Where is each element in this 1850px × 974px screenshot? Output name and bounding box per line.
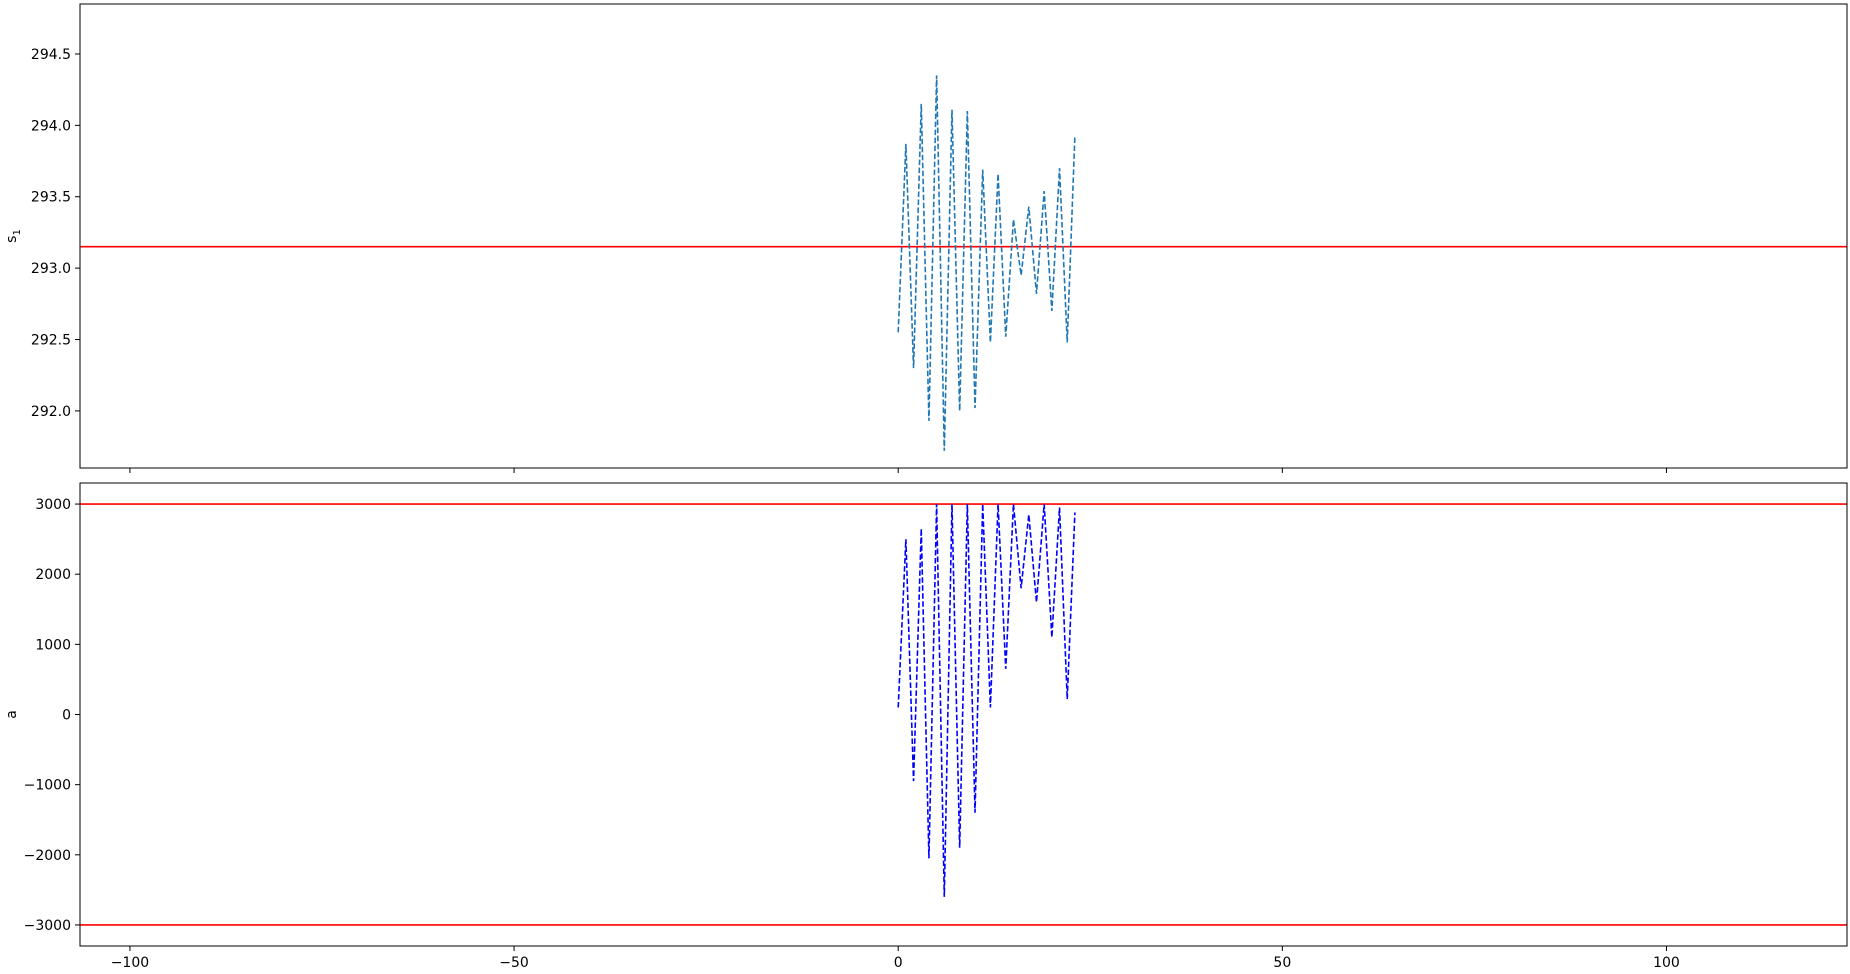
chart-1-y-tick-label-1: −2000 — [24, 848, 71, 864]
chart-0-y-tick-label-2: 293.0 — [31, 261, 71, 277]
chart-1-series-line-0 — [897, 503, 1076, 897]
bottom-chart-a: −100 −50 0 50 100 −3000 −2000 −1000 0 1000 2000 300… — [4, 482, 1848, 971]
chart-0-axes-frame — [79, 3, 1848, 469]
chart-0-y-tick-label-5: 294.5 — [31, 47, 71, 63]
chart-1-y-tick-label-6: 3000 — [35, 497, 71, 513]
chart-0-y-tick-label-0: 292.0 — [31, 404, 71, 420]
chart-0-y-tick-label-4: 294.0 — [31, 118, 71, 134]
chart-0-y-tick-label-3: 293.5 — [31, 190, 71, 206]
chart-0-y-tick-label-1: 292.5 — [31, 333, 71, 349]
chart-1-x-tick-label-3: 50 — [1273, 955, 1291, 971]
top-chart-s1: 292.0 292.5 293.0 293.5 294.0 294.5 s1 — [4, 3, 1848, 473]
chart-1-y-tick-label-0: −3000 — [24, 918, 71, 934]
chart-1-y-tick-label-5: 2000 — [35, 567, 71, 583]
chart-1-x-tick-label-0: −100 — [111, 955, 149, 971]
chart-1-x-tick-label-1: −50 — [499, 955, 529, 971]
chart-1-x-tick-label-4: 100 — [1653, 955, 1680, 971]
chart-1-axes-frame — [79, 482, 1848, 947]
chart-1-y-tick-label-2: −1000 — [24, 778, 71, 794]
chart-1-x-tick-label-2: 0 — [894, 955, 903, 971]
chart-1-y-tick-label-4: 1000 — [35, 637, 71, 653]
chart-0-series-line-0 — [897, 75, 1076, 451]
chart-1-y-tick-label-3: 0 — [62, 708, 71, 724]
chart-1-y-axis-label: a — [4, 710, 20, 719]
chart-0-y-axis-label: s1 — [4, 229, 23, 243]
